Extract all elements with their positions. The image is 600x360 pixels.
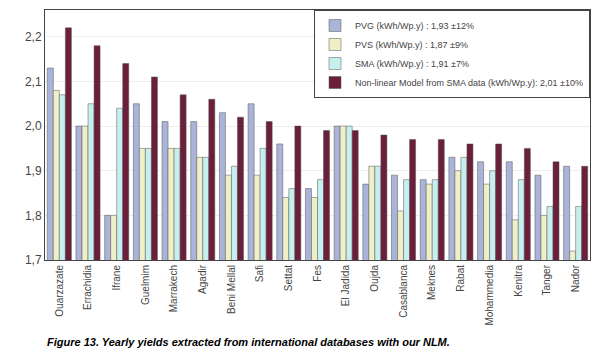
- svg-text:Nador: Nador: [570, 264, 581, 292]
- svg-text:Fes: Fes: [312, 265, 323, 282]
- svg-text:El Jadida: El Jadida: [340, 265, 351, 307]
- svg-text:Non-linear Model from SMA data: Non-linear Model from SMA data (kWh/Wp.y…: [355, 78, 583, 88]
- svg-text:PVS (kWh/Wp.y) : 1,87 ±9%: PVS (kWh/Wp.y) : 1,87 ±9%: [355, 40, 468, 50]
- svg-text:SMA (kWh/Wp.y) : 1,91 ±7%: SMA (kWh/Wp.y) : 1,91 ±7%: [355, 59, 469, 69]
- svg-text:2,0: 2,0: [25, 119, 42, 133]
- svg-text:1,9: 1,9: [25, 164, 42, 178]
- svg-text:Agadir: Agadir: [197, 264, 208, 294]
- svg-text:Meknes: Meknes: [426, 265, 437, 300]
- svg-text:Mohammedia: Mohammedia: [484, 265, 495, 326]
- svg-text:Kenitra: Kenitra: [513, 265, 524, 297]
- svg-text:Figure 13. Yearly yields extra: Figure 13. Yearly yields extracted from …: [47, 336, 450, 348]
- svg-text:Safi: Safi: [254, 265, 265, 282]
- svg-text:Errachidia: Errachidia: [82, 265, 93, 310]
- svg-text:PVG (kWh/Wp.y) : 1,93 ±12%: PVG (kWh/Wp.y) : 1,93 ±12%: [355, 21, 474, 31]
- svg-text:Ifrane: Ifrane: [111, 265, 122, 291]
- svg-text:Oujda: Oujda: [369, 265, 380, 292]
- svg-text:1,7: 1,7: [25, 253, 42, 267]
- svg-text:Tanger: Tanger: [541, 264, 552, 295]
- svg-text:Marrakech: Marrakech: [168, 265, 179, 312]
- svg-text:2,2: 2,2: [25, 30, 42, 44]
- svg-text:2,1: 2,1: [25, 75, 42, 89]
- svg-text:Casablanca: Casablanca: [398, 265, 409, 318]
- svg-text:Settat: Settat: [283, 265, 294, 291]
- svg-text:1,8: 1,8: [25, 209, 42, 223]
- svg-text:Rabat: Rabat: [455, 265, 466, 292]
- svg-text:Ouarzazate: Ouarzazate: [54, 265, 65, 317]
- svg-text:Guelmim: Guelmim: [140, 265, 151, 305]
- svg-text:Beni Mellal: Beni Mellal: [226, 265, 237, 314]
